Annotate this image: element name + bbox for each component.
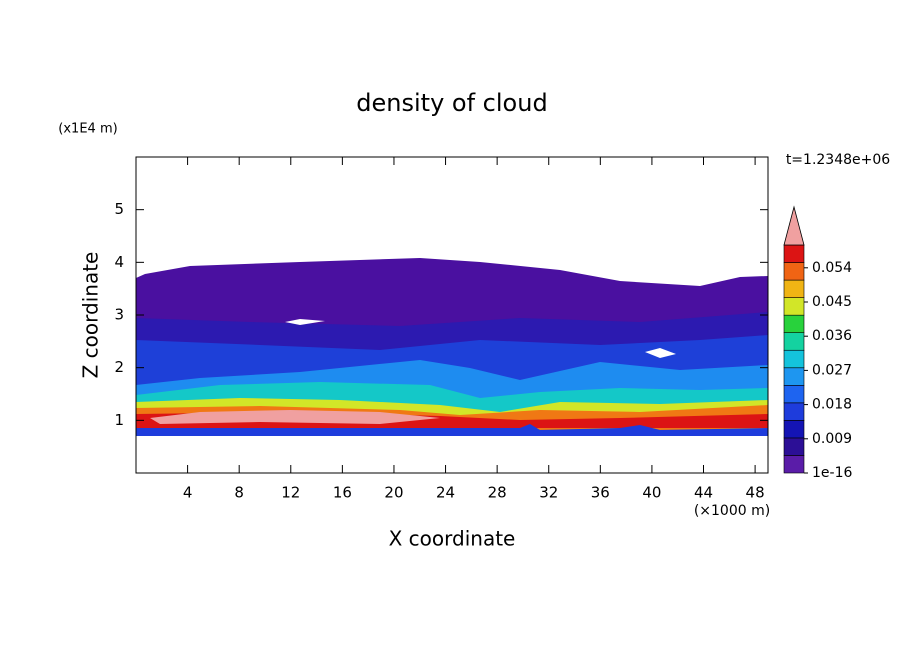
- x-tick-label: 40: [642, 484, 661, 502]
- colorbar-box: [783, 437, 805, 456]
- x-tick-label: 20: [384, 484, 403, 502]
- x-tick-label: 36: [591, 484, 610, 502]
- colorbar-tick-label: 0.045: [812, 294, 852, 310]
- y-tick-label: 1: [114, 411, 124, 429]
- colorbar-tick-label: 0.027: [812, 362, 852, 378]
- chart-title: density of cloud: [356, 89, 547, 117]
- colorbar-box: [783, 455, 805, 474]
- colorbar-tick-label: 0.018: [812, 397, 852, 413]
- field-layer: [136, 424, 768, 436]
- x-tick-label: 32: [539, 484, 558, 502]
- x-unit: (×1000 m): [694, 503, 770, 519]
- colorbar-box: [783, 349, 805, 369]
- colorbar-tick-label: 0.036: [812, 328, 852, 344]
- colorbar-box: [783, 385, 805, 404]
- x-tick-label: 44: [694, 484, 713, 502]
- x-tick-label: 16: [333, 484, 352, 502]
- x-tick-label: 24: [436, 484, 455, 502]
- y-tick-label: 5: [114, 200, 124, 218]
- colorbar-box: [783, 420, 805, 439]
- x-tick-label: 4: [183, 484, 193, 502]
- colorbar-box: [783, 402, 805, 421]
- y-axis-label: Z coordinate: [79, 252, 103, 379]
- contour-field: [136, 258, 768, 436]
- colorbar-box: [783, 367, 805, 386]
- colorbar-box: [783, 279, 805, 298]
- field-layer: [150, 410, 440, 424]
- y-unit: (x1E4 m): [58, 122, 117, 137]
- x-axis-label: X coordinate: [389, 527, 516, 551]
- colorbar-box: [783, 244, 805, 263]
- y-tick-label: 4: [114, 253, 124, 271]
- colorbar-extend: [783, 205, 805, 246]
- colorbar-box: [783, 297, 805, 316]
- x-tick-label: 12: [281, 484, 300, 502]
- x-tick-label: 48: [746, 484, 765, 502]
- y-tick-label: 2: [114, 358, 124, 376]
- colorbar-box: [783, 332, 805, 351]
- colorbar-box: [783, 314, 805, 333]
- y-tick-label: 3: [114, 306, 124, 324]
- colorbar-tick-label: 0.054: [812, 260, 852, 276]
- time-label: t=1.2348e+06: [786, 152, 890, 168]
- x-tick-label: 28: [488, 484, 507, 502]
- colorbar-tick-label: 0.009: [812, 431, 852, 447]
- colorbar-tick-label: 1e-16: [812, 465, 852, 481]
- x-tick-label: 8: [234, 484, 244, 502]
- colorbar-box: [783, 262, 805, 281]
